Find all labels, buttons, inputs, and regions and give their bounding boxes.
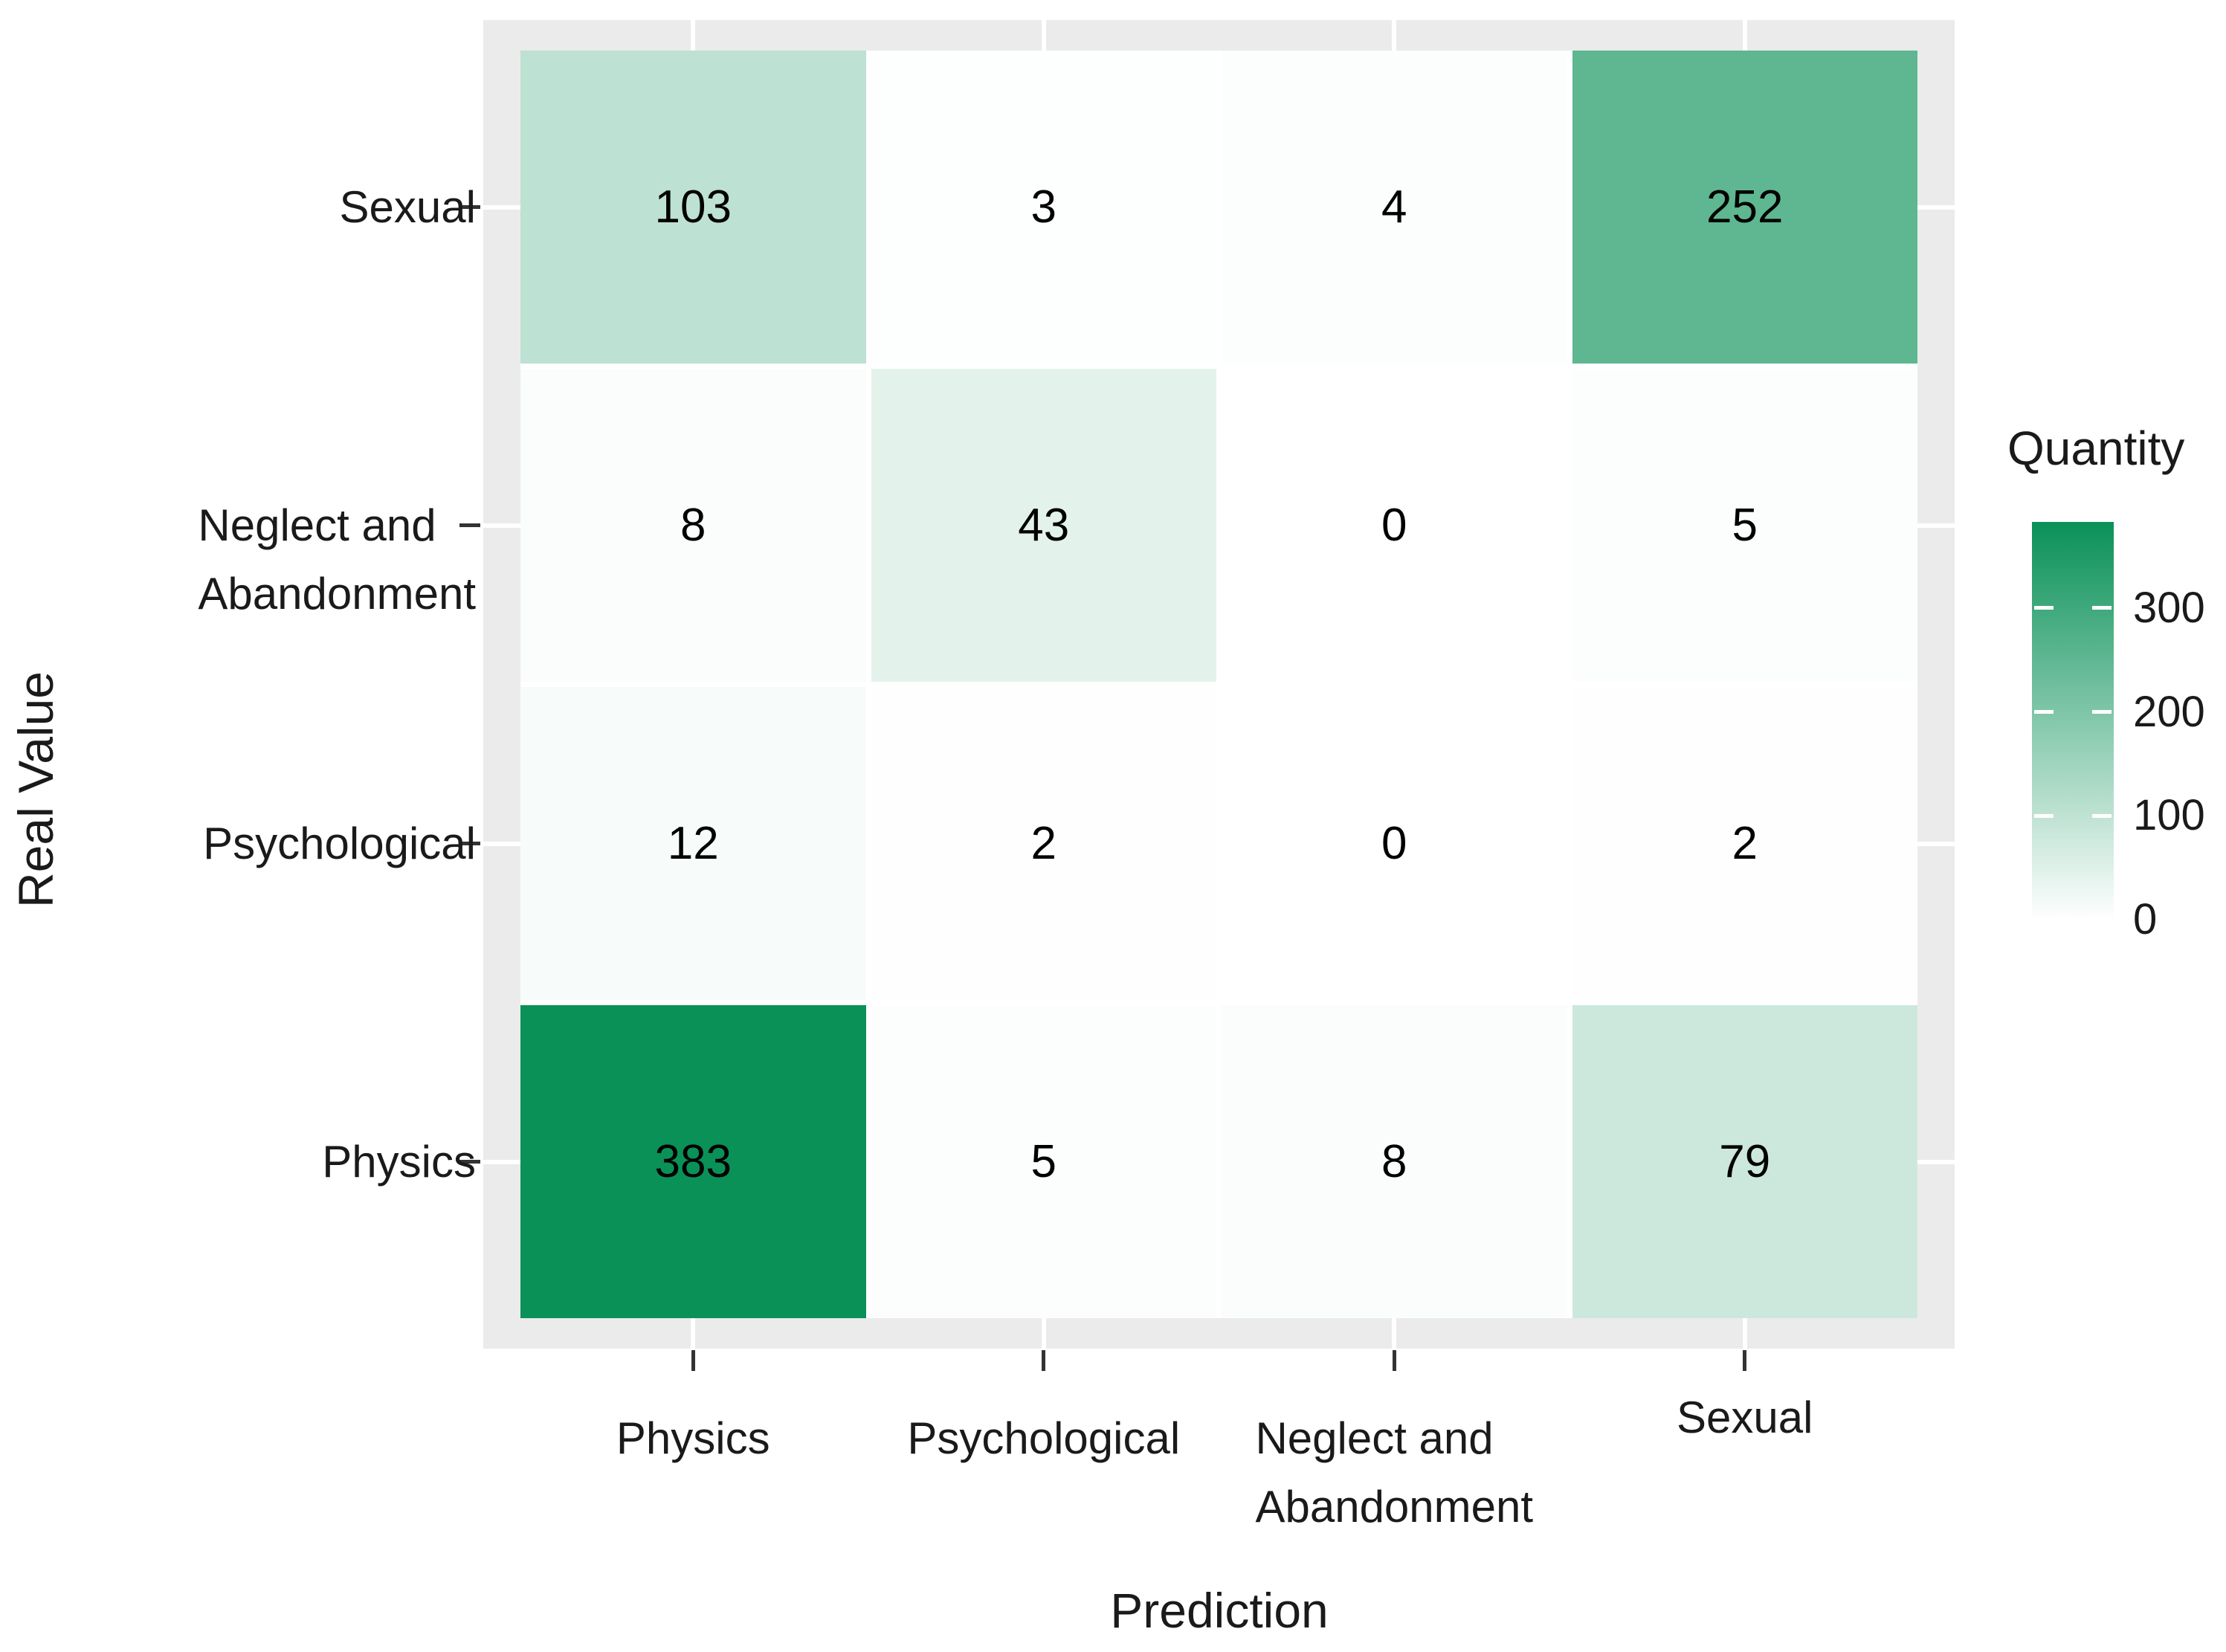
cell-value: 2 xyxy=(1030,818,1056,869)
cell-value: 383 xyxy=(654,1136,732,1187)
y-axis-label-line: Physics xyxy=(322,1136,476,1187)
heatmap-tile-grid: 103 3 4 252 8 43 0 5 12 2 0 2 383 5 8 79 xyxy=(520,51,1917,1318)
cell-value: 2 xyxy=(1732,818,1758,869)
heatmap-cell: 5 xyxy=(1572,369,1917,682)
heatmap-cell: 8 xyxy=(1222,1005,1567,1318)
legend-tick-mark xyxy=(2034,606,2054,610)
legend-title: Quantity xyxy=(2007,422,2185,475)
y-axis-label-line: Abandonment xyxy=(198,568,476,619)
legend-tick-mark xyxy=(2034,917,2054,922)
x-axis-label-line: Neglect and xyxy=(1255,1413,1494,1463)
heatmap-cell: 5 xyxy=(871,1005,1216,1318)
legend-gradient-bar xyxy=(2032,522,2114,920)
x-axis-tick-mark xyxy=(1042,1350,1046,1371)
heatmap-cell: 8 xyxy=(520,369,866,682)
x-axis-title: Prediction xyxy=(1110,1583,1329,1638)
x-axis-label-line: Abandonment xyxy=(1255,1482,1534,1532)
y-axis-label-line: Psychological xyxy=(203,818,476,868)
cell-value: 0 xyxy=(1381,500,1407,551)
heatmap-cell: 4 xyxy=(1222,51,1567,364)
heatmap-cell: 383 xyxy=(520,1005,866,1318)
heatmap-cell: 43 xyxy=(871,369,1216,682)
legend-tick-mark xyxy=(2092,606,2112,610)
cell-value: 4 xyxy=(1381,181,1407,233)
y-axis-label: Neglect and Abandonment xyxy=(198,491,476,628)
legend-tick-label: 200 xyxy=(2133,687,2205,736)
y-axis-tick-mark xyxy=(459,1160,480,1164)
legend-tick-mark xyxy=(2092,710,2112,714)
cell-value: 79 xyxy=(1719,1136,1771,1187)
heatmap-cell: 2 xyxy=(1572,687,1917,1000)
legend-tick-mark xyxy=(2092,917,2112,922)
y-axis-label-line: Sexual xyxy=(339,181,476,232)
cell-value: 8 xyxy=(1381,1136,1407,1187)
heatmap-cell: 2 xyxy=(871,687,1216,1000)
x-axis-label-line: Sexual xyxy=(1677,1393,1813,1442)
x-axis-label: Psychological xyxy=(907,1404,1180,1473)
heatmap-cell: 252 xyxy=(1572,51,1917,364)
cell-value: 252 xyxy=(1706,181,1784,233)
x-axis-label-line: Psychological xyxy=(907,1413,1181,1463)
legend-tick-label: 100 xyxy=(2133,791,2205,840)
x-axis-label: Sexual xyxy=(1677,1384,1813,1452)
y-axis-label: Psychological xyxy=(203,810,476,878)
y-axis-label: Sexual xyxy=(340,173,476,242)
cell-value: 0 xyxy=(1381,818,1407,869)
heatmap-cell: 12 xyxy=(520,687,866,1000)
y-axis-tick-mark xyxy=(459,205,480,209)
legend-tick-mark xyxy=(2034,813,2054,818)
heatmap-cell: 79 xyxy=(1572,1005,1917,1318)
y-axis-tick-mark xyxy=(459,523,480,527)
y-axis-label: Physics xyxy=(322,1128,476,1196)
x-axis-tick-mark xyxy=(1392,1350,1396,1371)
cell-value: 5 xyxy=(1732,500,1758,551)
heatmap-cell: 0 xyxy=(1222,687,1567,1000)
x-axis-label: Physics xyxy=(616,1404,770,1473)
cell-value: 8 xyxy=(680,500,706,551)
plot-panel: 103 3 4 252 8 43 0 5 12 2 0 2 383 5 8 79 xyxy=(483,20,1955,1349)
legend-tick-mark xyxy=(2092,813,2112,818)
cell-value: 43 xyxy=(1018,500,1070,551)
cell-value: 3 xyxy=(1030,181,1056,233)
x-axis-label-line: Physics xyxy=(616,1413,770,1463)
cell-value: 12 xyxy=(667,818,719,869)
cell-value: 103 xyxy=(654,181,732,233)
x-axis-tick-mark xyxy=(691,1350,695,1371)
y-axis-title: Real Value xyxy=(8,671,63,908)
x-axis-label: Neglect and Abandonment xyxy=(1255,1404,1533,1541)
heatmap-cell: 0 xyxy=(1222,369,1567,682)
y-axis-label-line: Neglect and xyxy=(198,500,436,550)
y-axis-tick-mark xyxy=(459,842,480,845)
heatmap-cell: 3 xyxy=(871,51,1216,364)
x-axis-tick-mark xyxy=(1743,1350,1747,1371)
legend-tick-mark xyxy=(2034,710,2054,714)
legend-tick-label: 0 xyxy=(2133,895,2158,943)
legend-tick-label: 300 xyxy=(2133,583,2205,632)
heatmap-cell: 103 xyxy=(520,51,866,364)
cell-value: 5 xyxy=(1030,1136,1056,1187)
